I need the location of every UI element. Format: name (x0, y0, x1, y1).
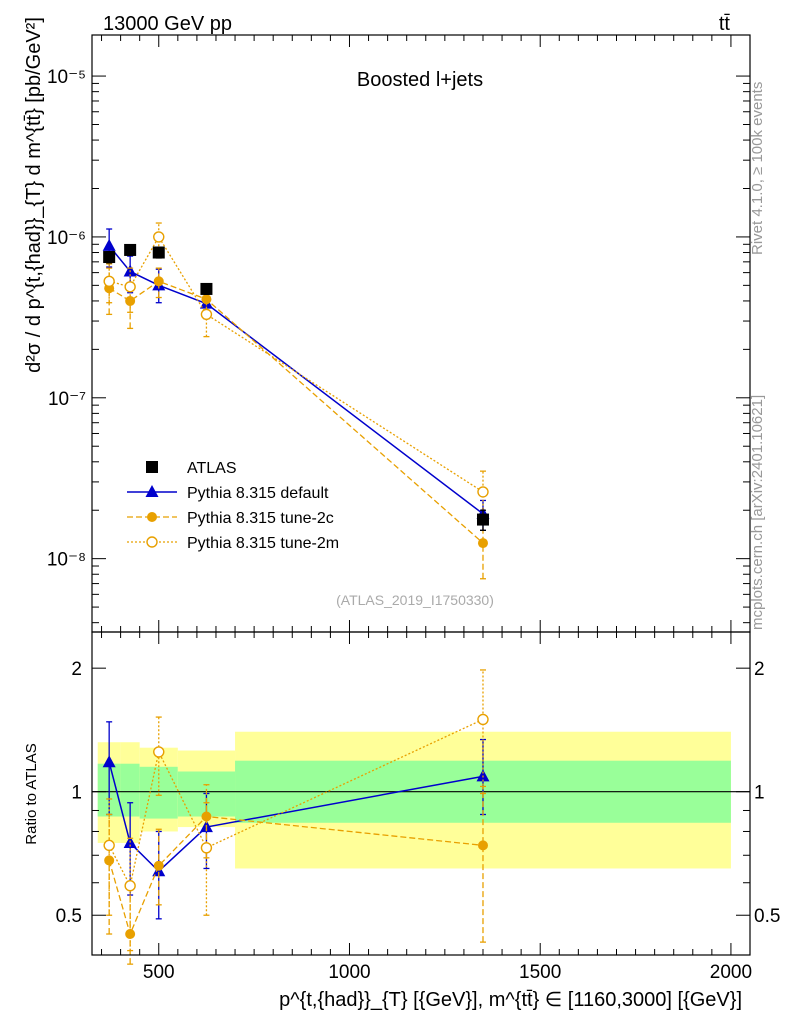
tune-2c-circle-marker (147, 512, 157, 522)
tune-2m-open-circle-marker (153, 746, 165, 758)
y-tick-label-right: 2 (754, 659, 765, 680)
ratio-y-axis-label: Ratio to ATLAS (23, 743, 40, 844)
main-plot-panel: Boosted l+jets (ATLAS_2019_I1750330) d²σ… (23, 17, 751, 633)
x-tick-label: 1500 (519, 962, 561, 983)
atlas-data-marker (476, 513, 489, 526)
ratio-plot-panel: Ratio to ATLAS p^{t,{had}}_{T} [{GeV}], … (23, 631, 780, 1011)
tune-2m-open-circle-marker (477, 713, 489, 726)
atlas-data-marker (103, 251, 116, 264)
tune-2c-circle-marker (125, 295, 136, 306)
y-tick-label: 2 (71, 659, 82, 680)
tune-2c-circle-marker (477, 840, 488, 851)
default-triangle-marker (102, 755, 116, 768)
plot-title: Boosted l+jets (357, 69, 483, 91)
tune-2c-circle-marker (153, 860, 164, 871)
y-tick-label-right: 0.5 (754, 906, 780, 927)
legend-entry-label: Pythia 8.315 tune-2m (187, 535, 339, 552)
tune-2c-circle-marker (201, 811, 212, 822)
y-tick-label-right: 1 (754, 783, 765, 804)
y-tick-label: 10⁻⁵ (47, 67, 86, 88)
y-tick-label: 0.5 (56, 906, 82, 927)
tune-2m-open-circle-marker (124, 880, 136, 892)
y-tick-label: 10⁻⁶ (47, 228, 86, 249)
x-axis-label: p^{t,{had}}_{T} [{GeV}], m^{tt̄} ∈ [1160… (279, 989, 742, 1011)
tune-2m-open-circle-marker (103, 275, 115, 287)
atlas-data-marker (152, 246, 165, 259)
analysis-tag: (ATLAS_2019_I1750330) (336, 592, 494, 608)
x-tick-label: 1000 (328, 962, 370, 983)
ratio-panel-frame (91, 631, 751, 956)
legend-entry-label: Pythia 8.315 default (187, 485, 329, 502)
default-triangle-marker (476, 769, 490, 782)
legend-entry-label: ATLAS (187, 460, 237, 477)
y-tick-label: 1 (71, 783, 82, 804)
default-triangle-marker (145, 485, 159, 497)
default-triangle-marker (102, 238, 116, 251)
atlas-data-marker (124, 243, 137, 256)
atlas-data-marker (146, 461, 158, 473)
process-label: tt̄ (719, 13, 731, 35)
y-tick-label: 10⁻⁸ (47, 550, 86, 571)
x-tick-label: 500 (143, 962, 175, 983)
atlas-data-marker (200, 282, 213, 295)
tune-2m-open-circle-marker (146, 536, 158, 548)
tune-2c-circle-marker (477, 538, 488, 549)
main-y-axis-label: d²σ / d p^{t,{had}}_{T} d m^{tt̄} [pb/Ge… (23, 17, 45, 373)
tune-2m-open-circle-marker (477, 486, 489, 498)
tune-2m-open-circle-marker (200, 842, 213, 854)
tune-2m-open-circle-marker (153, 231, 165, 243)
energy-label: 13000 GeV pp (103, 13, 232, 35)
y-tick-label: 10⁻⁷ (48, 389, 86, 410)
legend-entry-label: Pythia 8.315 tune-2c (187, 510, 334, 527)
series-line (108, 815, 484, 936)
tune-2m-open-circle-marker (103, 839, 115, 852)
mcplots-label: mcplots.cern.ch [arXiv:2401.10621] (749, 395, 766, 630)
legend: ATLAS Pythia 8.315 default Pythia 8.315 tu… (127, 460, 339, 552)
tune-2c-circle-marker (104, 855, 115, 866)
uncertainty-band-inner (139, 766, 178, 819)
tune-2m-open-circle-marker (200, 308, 213, 321)
uncertainty-band-inner (120, 763, 140, 817)
tune-2c-circle-marker (153, 276, 164, 287)
x-tick-label: 2000 (710, 962, 752, 983)
tune-2m-open-circle-marker (124, 281, 136, 293)
rivet-version-label: Rivet 4.1.0, ≥ 100k events (749, 82, 766, 255)
